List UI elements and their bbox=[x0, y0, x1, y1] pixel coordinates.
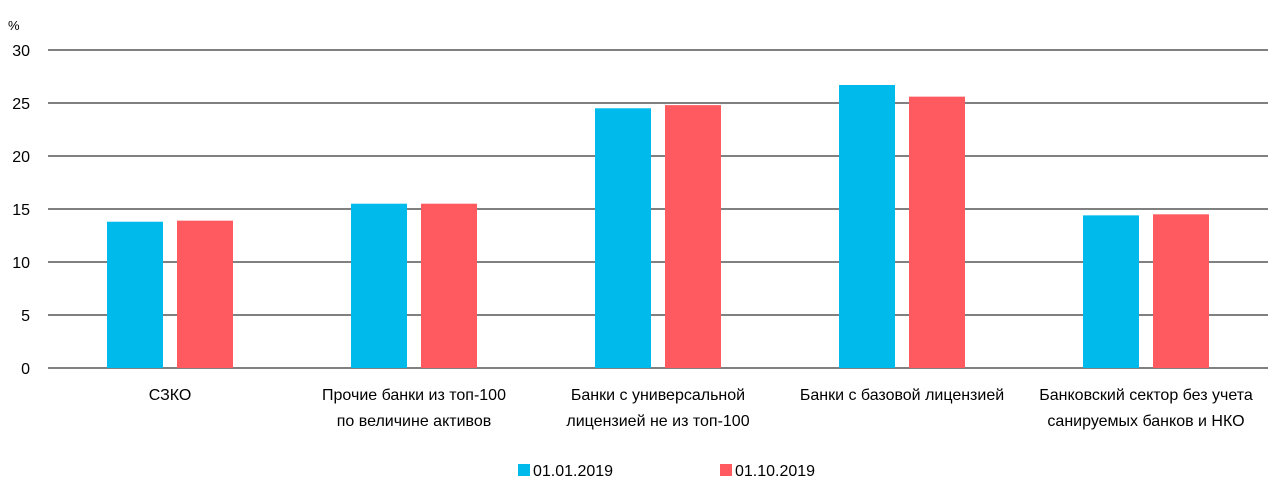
category-label: Банки с базовой лицензией bbox=[800, 387, 1004, 404]
y-axis-tick-labels: 0 5 10 15 20 25 30 bbox=[12, 43, 30, 378]
y-tick-label: 0 bbox=[21, 361, 30, 378]
category-label: Банковский сектор без учета санируемых ба… bbox=[1039, 387, 1253, 430]
category-label: Банки с универсальной лицензией не из топ… bbox=[566, 387, 749, 430]
gridlines bbox=[48, 49, 1268, 369]
y-tick-label: 30 bbox=[12, 43, 30, 60]
bar-series2-cat3 bbox=[665, 105, 721, 369]
bar-series1-cat1 bbox=[107, 221, 163, 368]
bar-series2-cat5 bbox=[1153, 214, 1209, 368]
y-axis-unit-label: % bbox=[8, 18, 20, 33]
legend-swatch bbox=[518, 464, 530, 476]
bar-series1-cat4 bbox=[839, 84, 895, 368]
category-label: Прочие банки из топ-100 по величине актив… bbox=[322, 387, 506, 430]
category-label-line: СЗКО bbox=[149, 387, 192, 404]
legend-swatch bbox=[720, 464, 732, 476]
category-label-line: санируемых банков и НКО bbox=[1047, 413, 1244, 430]
bars bbox=[107, 84, 1209, 369]
y-tick-label: 15 bbox=[12, 202, 30, 219]
bar-series2-cat2 bbox=[421, 203, 477, 368]
y-tick-label: 10 bbox=[12, 255, 30, 272]
category-label-line: Прочие банки из топ-100 bbox=[322, 387, 506, 404]
bar-series1-cat3 bbox=[595, 108, 651, 369]
category-label-line: Банки с универсальной bbox=[571, 387, 745, 404]
bar-series1-cat2 bbox=[351, 203, 407, 368]
y-tick-label: 25 bbox=[12, 96, 30, 113]
category-label-line: по величине активов bbox=[337, 413, 491, 430]
category-label-line: лицензией не из топ-100 bbox=[566, 413, 749, 430]
y-tick-label: 5 bbox=[21, 308, 30, 325]
legend-label: 01.10.2019 bbox=[735, 463, 815, 480]
legend: 01.01.2019 01.10.2019 bbox=[518, 463, 815, 480]
y-tick-label: 20 bbox=[12, 149, 30, 166]
bar-series1-cat5 bbox=[1083, 215, 1139, 368]
legend-label: 01.01.2019 bbox=[533, 463, 613, 480]
bar-series2-cat1 bbox=[177, 220, 233, 368]
category-label: СЗКО bbox=[149, 387, 192, 404]
category-label-line: Банковский сектор без учета bbox=[1039, 387, 1253, 404]
category-labels: СЗКО Прочие банки из топ-100 по величине а… bbox=[149, 387, 1253, 430]
category-label-line: Банки с базовой лицензией bbox=[800, 387, 1004, 404]
bar-series2-cat4 bbox=[909, 96, 965, 368]
